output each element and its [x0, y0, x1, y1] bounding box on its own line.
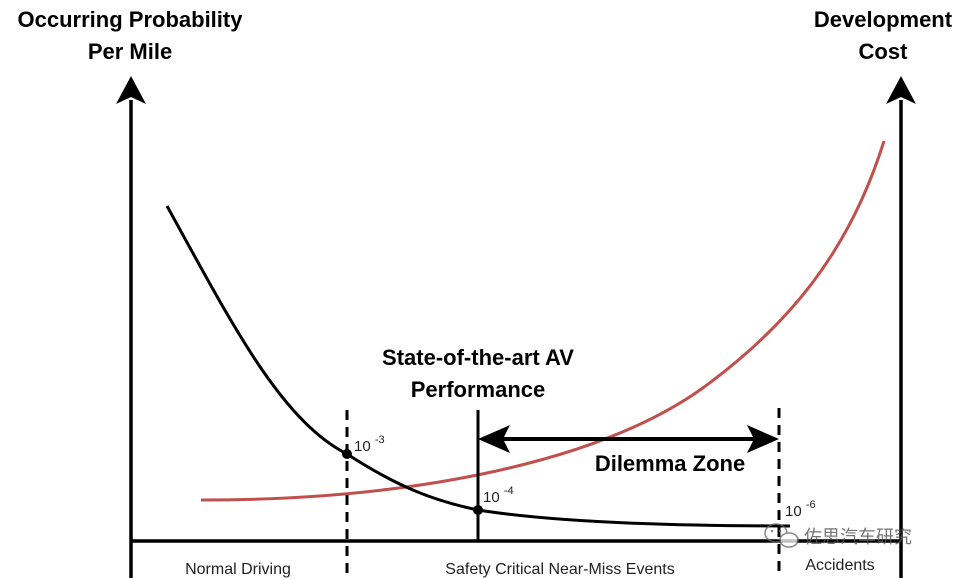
threshold-exponent: -4 [504, 485, 514, 497]
wechat-watermark-icon [764, 523, 799, 548]
region-near-miss-events: Safety Critical Near-Miss Events [445, 561, 674, 578]
development-cost-curve [200, 140, 886, 502]
sota-label-line2: Performance [411, 377, 546, 402]
probability-curve [165, 205, 791, 528]
right-axis-arrowhead [886, 76, 916, 104]
threshold-base: 10 [354, 438, 371, 455]
left-axis-arrowhead [116, 76, 146, 104]
threshold-exponent: -6 [806, 499, 816, 511]
dilemma-zone-arrowhead-right [747, 425, 779, 453]
right-axis-title-line2: Cost [859, 39, 909, 64]
region-normal-driving: Normal Driving [185, 561, 291, 578]
region-accidents: Accidents [805, 557, 874, 574]
dilemma-zone-arrowhead-left [478, 425, 510, 453]
point-1e-3 [342, 449, 352, 459]
threshold-label-1e-6: 10 -6 [785, 499, 816, 520]
point-1e-4 [473, 505, 483, 515]
threshold-label-1e-3: 10 -3 [354, 434, 385, 455]
left-axis-title-line1: Occurring Probability [18, 7, 244, 32]
left-axis-title-line2: Per Mile [88, 39, 172, 64]
threshold-base: 10 [785, 503, 802, 520]
watermark-text: 佐思汽车研究 [804, 527, 912, 548]
threshold-exponent: -3 [375, 434, 385, 446]
dilemma-zone-label: Dilemma Zone [595, 451, 745, 476]
threshold-base: 10 [483, 489, 500, 506]
sota-label-line1: State-of-the-art AV [382, 345, 574, 370]
right-axis-title-line1: Development [814, 7, 953, 32]
threshold-label-1e-4: 10 -4 [483, 485, 514, 506]
